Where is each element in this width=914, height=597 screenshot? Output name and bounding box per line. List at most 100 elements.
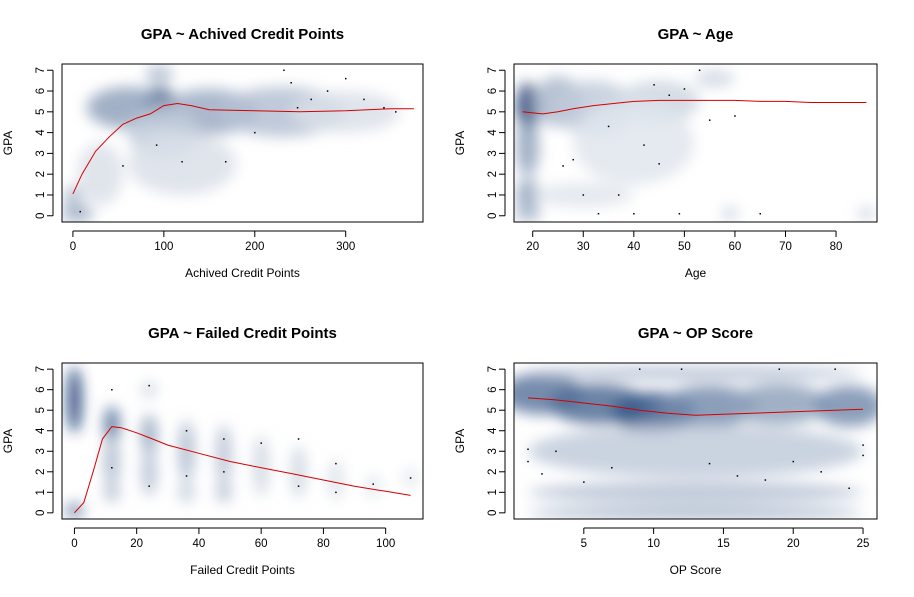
data-point bbox=[617, 194, 620, 196]
data-point bbox=[708, 119, 711, 121]
x-tick-label: 15 bbox=[717, 538, 730, 550]
data-point bbox=[260, 442, 262, 444]
y-axis-label: GPA bbox=[1, 131, 15, 155]
y-tick-label: 6 bbox=[35, 88, 47, 94]
density-blob bbox=[365, 473, 381, 499]
y-tick-label: 0 bbox=[35, 213, 47, 219]
data-point bbox=[223, 471, 225, 473]
y-tick-label: 4 bbox=[35, 427, 47, 434]
x-tick-label: 0 bbox=[71, 538, 77, 550]
data-point bbox=[678, 212, 681, 215]
data-point bbox=[862, 444, 864, 446]
y-tick-label: 4 bbox=[487, 427, 499, 434]
y-axis-label: GPA bbox=[453, 131, 467, 155]
plot-frame bbox=[61, 362, 424, 520]
x-tick-label: 300 bbox=[336, 241, 355, 253]
density-blob bbox=[290, 445, 307, 499]
density-blob bbox=[730, 383, 829, 425]
y-tick-label: 1 bbox=[487, 489, 499, 495]
y-axis-label: GPA bbox=[453, 429, 467, 453]
y-tick-label: 5 bbox=[487, 109, 499, 115]
y-tick-label: 0 bbox=[35, 510, 47, 516]
data-point bbox=[111, 388, 113, 391]
density-blob bbox=[722, 207, 738, 220]
data-point bbox=[683, 88, 686, 90]
y-tick-label: 4 bbox=[35, 129, 47, 136]
density-blob bbox=[104, 406, 120, 444]
x-tick-label: 20 bbox=[130, 538, 143, 550]
density-blob bbox=[694, 70, 735, 87]
panel-4: 5 10 15 20 25 0 1 2 3 4 5 6 7 GPA ~ OP Score OP Score G… bbox=[453, 325, 878, 577]
x-tick-label: 100 bbox=[154, 241, 173, 253]
y-tick-label: 6 bbox=[487, 88, 499, 94]
plot-frame bbox=[61, 63, 424, 223]
data-point bbox=[643, 144, 645, 146]
x-tick-label: 20 bbox=[787, 538, 800, 550]
data-point bbox=[555, 450, 557, 453]
x-tick-label: 60 bbox=[255, 538, 268, 550]
density-blob bbox=[516, 82, 539, 133]
data-point bbox=[848, 487, 850, 490]
density-blob bbox=[858, 207, 874, 220]
y-tick-label: 0 bbox=[487, 213, 499, 219]
data-point bbox=[181, 161, 183, 163]
chart-title: GPA ~ Age bbox=[658, 26, 734, 43]
y-tick-label: 2 bbox=[35, 469, 47, 475]
y-tick-label: 2 bbox=[35, 171, 47, 177]
chart-title: GPA ~ Failed Credit Points bbox=[148, 325, 337, 342]
x-tick-label: 5 bbox=[581, 538, 587, 550]
data-point bbox=[310, 98, 312, 101]
y-tick-label: 0 bbox=[487, 510, 499, 516]
data-point bbox=[736, 475, 739, 477]
x-tick-label: 30 bbox=[577, 241, 590, 253]
data-point bbox=[668, 94, 671, 96]
y-tick-label: 2 bbox=[487, 469, 499, 475]
data-point bbox=[541, 473, 543, 475]
density-layer bbox=[62, 66, 401, 221]
x-axis-label: Achived Credit Points bbox=[185, 266, 300, 280]
data-point bbox=[572, 158, 574, 161]
x-tick-label: 200 bbox=[245, 241, 264, 253]
data-point bbox=[79, 210, 81, 213]
data-point bbox=[597, 212, 600, 215]
y-tick-label: 3 bbox=[487, 150, 499, 156]
data-point bbox=[224, 161, 227, 163]
density-blob bbox=[253, 434, 269, 497]
data-point bbox=[658, 163, 660, 165]
x-tick-label: 10 bbox=[647, 538, 660, 550]
x-tick-label: 25 bbox=[857, 538, 870, 550]
data-point bbox=[734, 115, 736, 117]
data-point bbox=[611, 466, 613, 469]
data-point bbox=[862, 454, 864, 457]
plot-frame bbox=[513, 63, 878, 223]
y-tick-label: 7 bbox=[487, 366, 499, 372]
data-point bbox=[297, 485, 300, 487]
x-tick-label: 40 bbox=[193, 538, 206, 550]
data-point bbox=[527, 460, 529, 463]
density-blob bbox=[515, 205, 541, 222]
density-blob bbox=[527, 366, 864, 381]
density-blob bbox=[77, 143, 123, 206]
y-tick-label: 7 bbox=[487, 67, 499, 73]
density-blob bbox=[141, 381, 157, 398]
chart-title: GPA ~ Achived Credit Points bbox=[141, 26, 344, 43]
data-point bbox=[111, 466, 113, 469]
data-point bbox=[335, 462, 337, 465]
data-point bbox=[680, 368, 683, 370]
density-layer bbox=[515, 70, 874, 222]
density-blob bbox=[178, 420, 195, 483]
trend-line bbox=[522, 99, 867, 115]
data-point bbox=[820, 471, 822, 473]
data-point bbox=[326, 90, 329, 92]
x-axis-label: OP Score bbox=[670, 563, 722, 577]
plot-frame bbox=[513, 362, 878, 520]
x-tick-label: 100 bbox=[376, 538, 395, 550]
y-tick-label: 6 bbox=[35, 386, 47, 392]
y-tick-label: 7 bbox=[35, 67, 47, 73]
data-point bbox=[372, 483, 375, 485]
data-point bbox=[759, 212, 762, 215]
data-point bbox=[155, 144, 158, 146]
data-point bbox=[633, 212, 635, 215]
y-tick-label: 3 bbox=[35, 448, 47, 454]
y-tick-label: 1 bbox=[35, 489, 47, 495]
